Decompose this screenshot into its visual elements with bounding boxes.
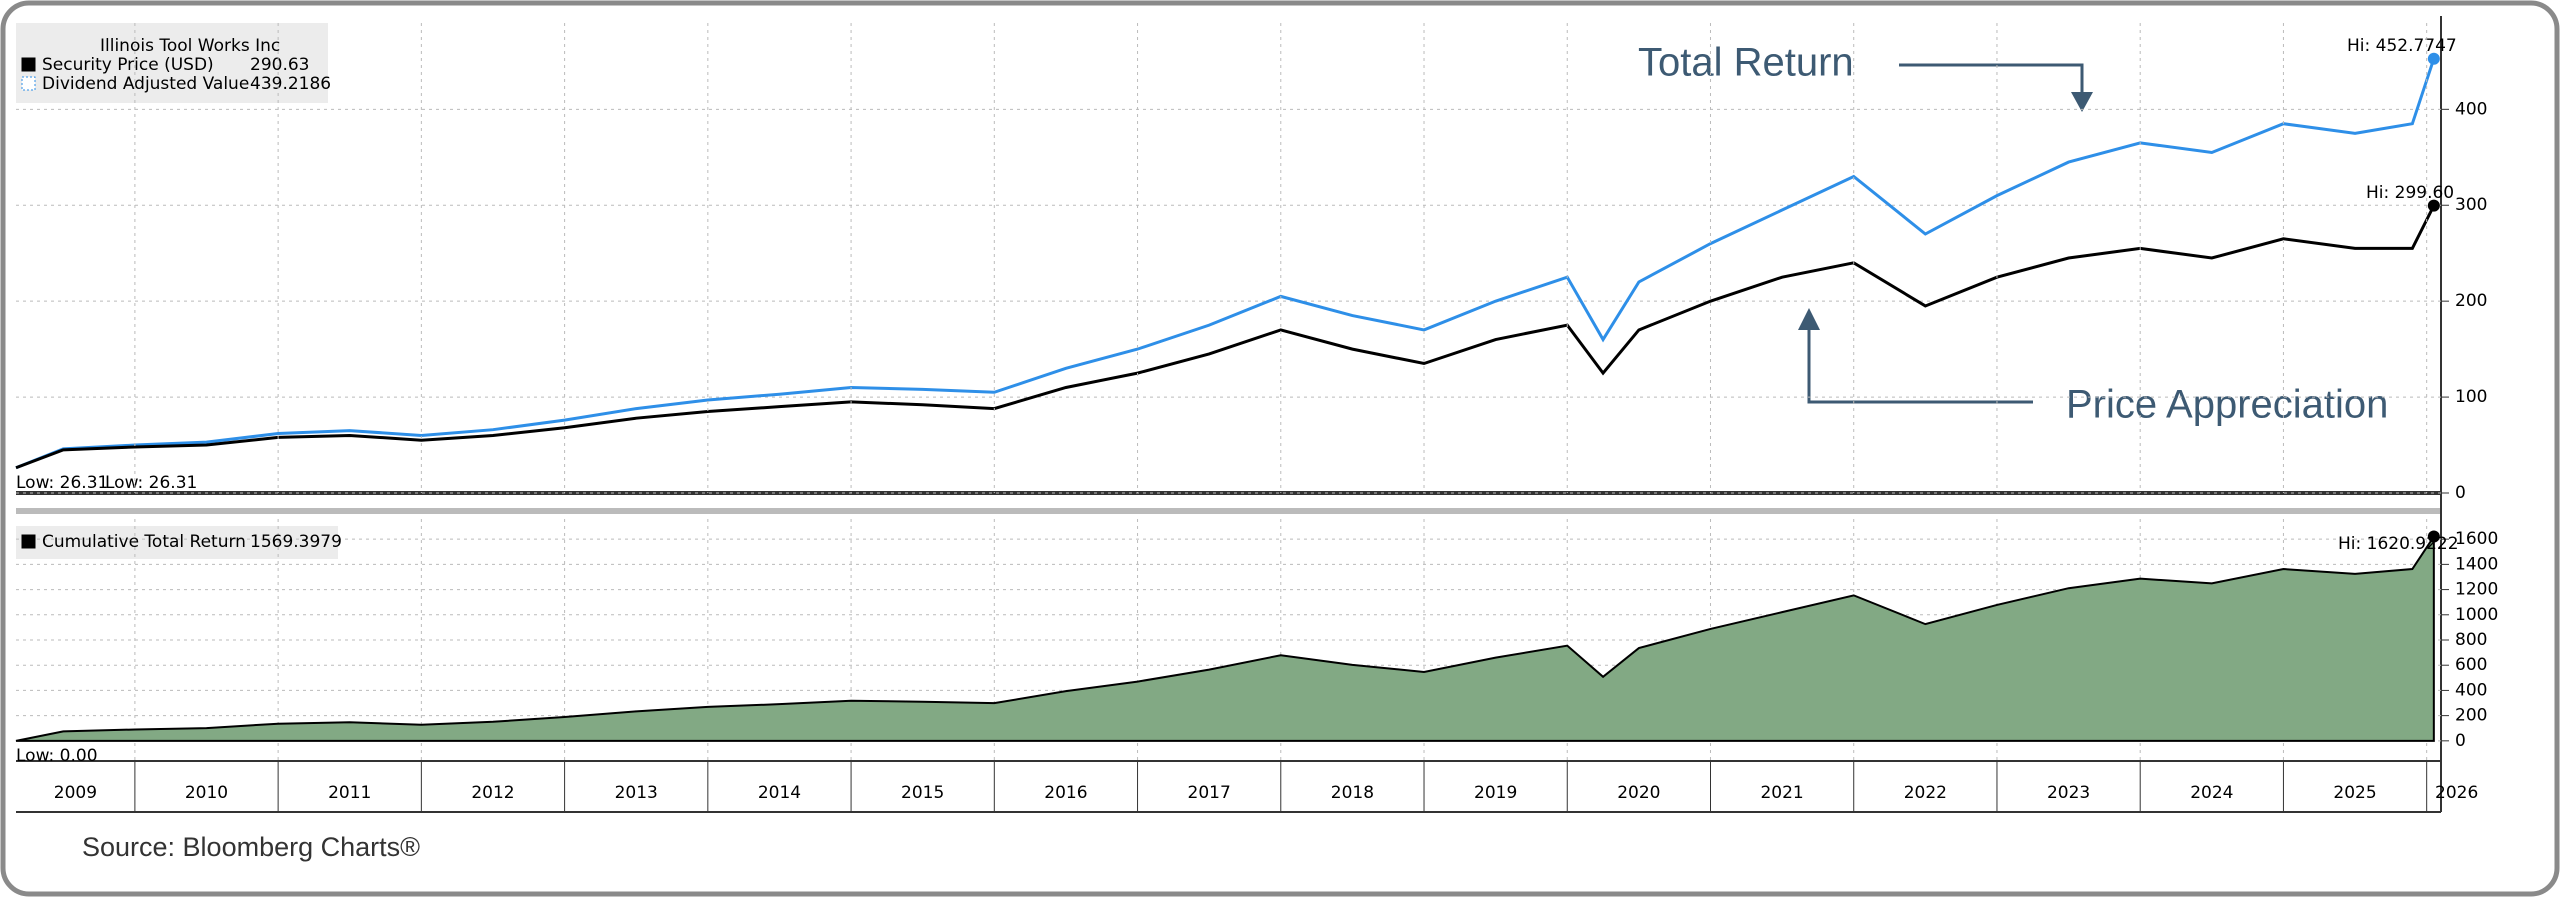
legend-swatch xyxy=(21,534,36,549)
y-tick-label: 0 xyxy=(2455,731,2466,751)
high-label: Hi: 452.7747 xyxy=(2347,36,2457,56)
y-tick-label: 600 xyxy=(2455,655,2487,675)
low-label: Low: 26.31 xyxy=(105,473,197,493)
legend-box xyxy=(16,23,328,103)
source: Source: Bloomberg Charts® xyxy=(82,832,420,862)
line xyxy=(15,204,2436,470)
y-tick-label: 1400 xyxy=(2455,554,2498,574)
legend-label: Dividend Adjusted Value xyxy=(42,74,249,94)
x-tick-label: 2009 xyxy=(54,783,97,803)
area xyxy=(15,533,2435,742)
x-tick-label: 2026 xyxy=(2435,783,2478,803)
legend-label: Security Price (USD) xyxy=(42,55,214,75)
high-label: Hi: 299.60 xyxy=(2366,183,2454,203)
x-tick-label: 2010 xyxy=(185,783,228,803)
arrows xyxy=(1807,63,2084,404)
low-label: Low: 0.00 xyxy=(16,746,98,766)
x-tick-label: 2022 xyxy=(1904,783,1947,803)
x-tick-label: 2014 xyxy=(758,783,801,803)
y-tick-label: 0 xyxy=(2455,483,2466,503)
legend-swatch xyxy=(21,76,36,91)
annotation: Price Appreciation xyxy=(2066,383,2388,427)
end-dot xyxy=(2427,199,2440,212)
y-tick-label: 100 xyxy=(2455,387,2487,407)
legend-swatch xyxy=(21,57,36,72)
arrowhead xyxy=(2071,92,2093,112)
x-tick-label: 2020 xyxy=(1617,783,1660,803)
x-tick-label: 2011 xyxy=(328,783,371,803)
annotation: Total Return xyxy=(1638,41,1854,85)
y-tick-label: 800 xyxy=(2455,630,2487,650)
arrow xyxy=(1807,318,2033,404)
x-tick-label: 2018 xyxy=(1331,783,1374,803)
low-label: Low: 26.31 xyxy=(16,473,108,493)
chart-title: Illinois Tool Works Inc xyxy=(100,36,280,56)
x-tick-label: 2019 xyxy=(1474,783,1517,803)
legend-value: 1569.3979 xyxy=(250,532,342,552)
y-tick-label: 200 xyxy=(2455,291,2487,311)
y-tick-label: 1000 xyxy=(2455,605,2498,625)
x-tick-label: 2025 xyxy=(2333,783,2376,803)
y-tick-label: 300 xyxy=(2455,195,2487,215)
x-tick-label: 2016 xyxy=(1044,783,1087,803)
legend-value: 439.2186 xyxy=(250,74,331,94)
y-tick-label: 1600 xyxy=(2455,529,2498,549)
x-tick-label: 2013 xyxy=(615,783,658,803)
high-label: Hi: 1620.9222 xyxy=(2338,534,2459,554)
arrowhead xyxy=(1798,308,1820,330)
x-tick-label: 2024 xyxy=(2190,783,2233,803)
x-tick-label: 2017 xyxy=(1188,783,1231,803)
end-dot xyxy=(2427,530,2440,543)
legend-label: Cumulative Total Return xyxy=(42,532,246,552)
y-tick-label: 1200 xyxy=(2455,580,2498,600)
y-tick-label: 400 xyxy=(2455,99,2487,119)
x-tick-label: 2021 xyxy=(1760,783,1803,803)
x-tick-label: 2012 xyxy=(471,783,514,803)
end-dot xyxy=(2427,52,2440,65)
x-tick-label: 2015 xyxy=(901,783,944,803)
y-tick-label: 400 xyxy=(2455,680,2487,700)
legend-value: 290.63 xyxy=(250,55,309,75)
arrow xyxy=(1899,63,2084,100)
y-tick-label: 200 xyxy=(2455,706,2487,726)
x-tick-label: 2023 xyxy=(2047,783,2090,803)
legend-box xyxy=(16,526,338,559)
